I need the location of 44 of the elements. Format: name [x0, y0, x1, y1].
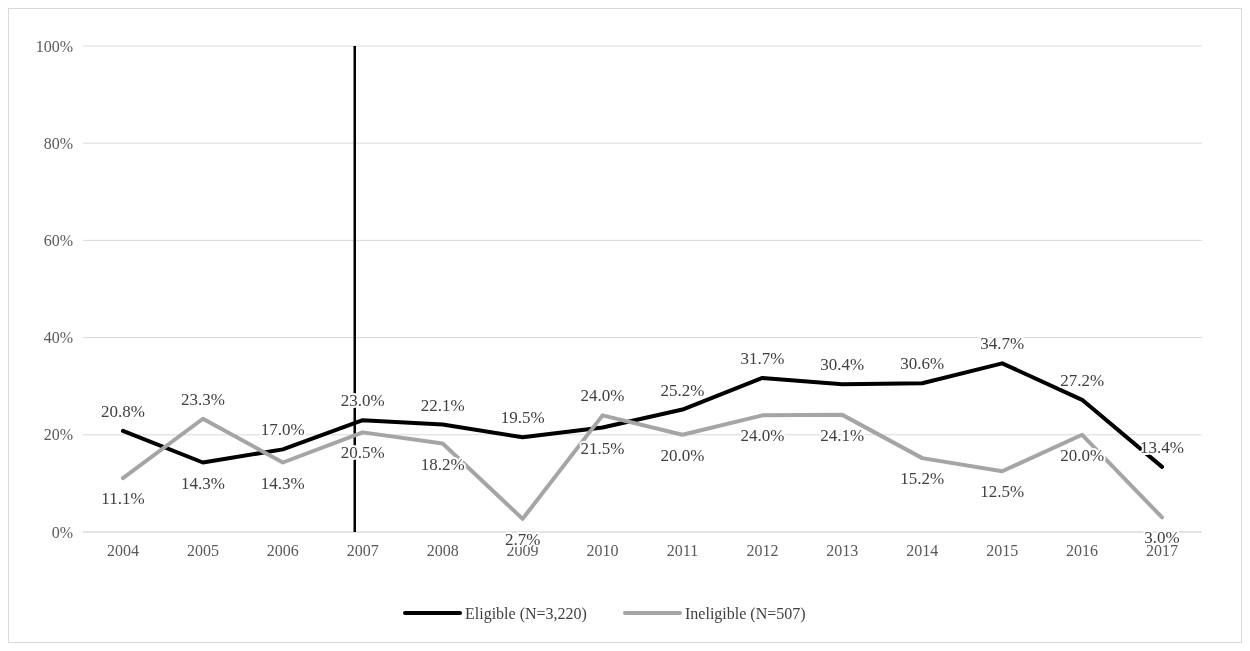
data-label: 19.5%	[500, 408, 545, 428]
x-tick-label: 2010	[586, 542, 619, 559]
data-label: 24.1%	[820, 425, 865, 445]
data-label: 14.3%	[260, 473, 305, 493]
data-label: 24.0%	[740, 426, 785, 446]
data-label: 14.3%	[180, 473, 225, 493]
data-label: 20.0%	[660, 445, 705, 465]
x-tick-label: 2006	[266, 542, 299, 559]
data-label: 20.0%	[1060, 445, 1105, 465]
data-label: 31.7%	[740, 348, 785, 368]
data-label: 15.2%	[900, 469, 945, 489]
legend-label: Eligible (N=3,220)	[465, 604, 587, 623]
x-tick-label: 2015	[986, 542, 1019, 559]
x-tick-label: 2004	[106, 542, 139, 559]
data-label: 34.7%	[980, 334, 1025, 354]
data-label: 30.6%	[900, 354, 945, 374]
y-tick-label: 100%	[35, 37, 73, 55]
y-tick-label: 60%	[43, 232, 73, 249]
data-label: 23.3%	[180, 389, 225, 409]
y-tick-label: 80%	[43, 134, 73, 152]
legend-label: Ineligible (N=507)	[685, 604, 806, 623]
x-tick-label: 2007	[346, 542, 379, 559]
x-tick-label: 2013	[826, 542, 859, 559]
x-tick-label: 2016	[1066, 542, 1099, 559]
data-label: 12.5%	[980, 482, 1025, 502]
data-label: 25.2%	[660, 380, 705, 400]
y-tick-label: 0%	[51, 523, 73, 541]
x-tick-label: 2005	[186, 542, 219, 559]
data-label: 13.4%	[1140, 437, 1184, 457]
data-label: 21.5%	[580, 438, 625, 458]
x-tick-label: 2011	[666, 542, 699, 559]
data-label: 27.2%	[1060, 370, 1105, 390]
data-label: 24.0%	[580, 386, 625, 406]
y-tick-label: 40%	[43, 329, 73, 347]
x-tick-label: 2014	[906, 542, 939, 559]
x-tick-label: 2008	[426, 542, 459, 559]
y-tick-label: 20%	[43, 426, 73, 444]
data-label: 17.0%	[260, 420, 305, 440]
data-label: 11.1%	[101, 489, 145, 509]
data-label: 20.8%	[101, 401, 145, 421]
data-label: 18.2%	[420, 454, 465, 474]
x-tick-label: 2012	[746, 542, 779, 559]
data-label: 22.1%	[420, 395, 465, 415]
data-label: 30.4%	[820, 355, 865, 375]
